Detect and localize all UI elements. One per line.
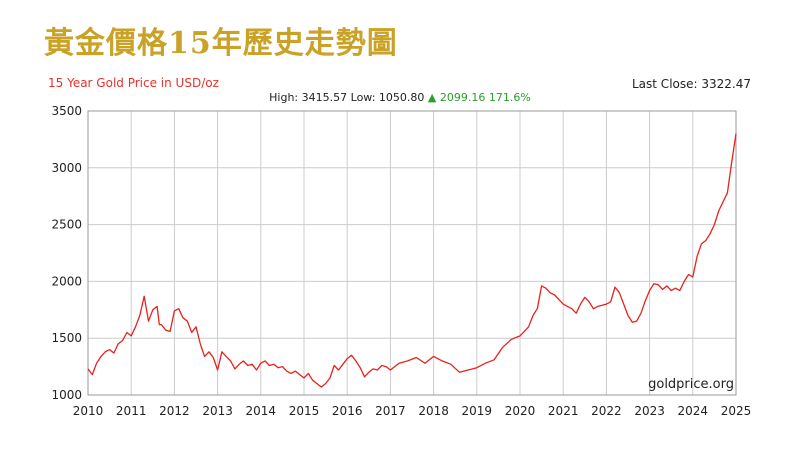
last-close-value: 3322.47 <box>701 77 751 91</box>
low-label: Low: <box>350 91 376 104</box>
high-value: 3415.57 <box>301 91 348 104</box>
x-tick-label: 2014 <box>246 404 277 418</box>
gold-price-line <box>87 133 737 388</box>
x-tick-label: 2018 <box>418 404 449 418</box>
x-tick-label: 2019 <box>462 404 493 418</box>
plot-frame <box>87 110 737 396</box>
x-tick-label: 2023 <box>634 404 665 418</box>
axis-labels: 2010 2011 2012 2013 2014 2015 2016 2017 2018 2019… <box>51 104 751 418</box>
x-tick-label: 2017 <box>375 404 406 418</box>
high-label: High: <box>269 91 299 104</box>
x-tick-label: 2020 <box>505 404 536 418</box>
y-tick-label: 2000 <box>51 274 82 288</box>
page-title: 黃金價格15年歷史走勢圖 <box>44 26 398 61</box>
x-tick-label: 2021 <box>548 404 579 418</box>
x-tick-label: 2016 <box>332 404 363 418</box>
x-tick-label: 2025 <box>721 404 752 418</box>
y-tick-label: 3500 <box>51 104 82 118</box>
chart-grid <box>87 110 737 396</box>
last-close: Last Close: 3322.47 <box>632 77 751 91</box>
chart-subtitle: 15 Year Gold Price in USD/oz <box>48 76 219 90</box>
y-tick-label: 1500 <box>51 331 82 345</box>
x-tick-label: 2022 <box>591 404 622 418</box>
up-arrow-icon: ▲ <box>427 91 437 104</box>
x-tick-label: 2012 <box>159 404 190 418</box>
x-tick-label: 2024 <box>678 404 709 418</box>
x-tick-label: 2011 <box>116 404 147 418</box>
x-tick-label: 2013 <box>202 404 233 418</box>
low-value: 1050.80 <box>378 91 425 104</box>
change-value: 2099.16 <box>439 91 486 104</box>
y-tick-label: 3000 <box>51 161 82 175</box>
change-percent: 171.6% <box>488 91 531 104</box>
y-tick-label: 2500 <box>51 218 82 232</box>
last-close-label: Last Close: <box>632 77 698 91</box>
y-tick-label: 1000 <box>51 388 82 402</box>
price-stats: High: 3415.57 Low: 1050.80 ▲ 2099.16 171… <box>0 91 800 104</box>
x-tick-label: 2015 <box>289 404 320 418</box>
watermark: goldprice.org <box>648 377 734 392</box>
x-tick-label: 2010 <box>73 404 104 418</box>
